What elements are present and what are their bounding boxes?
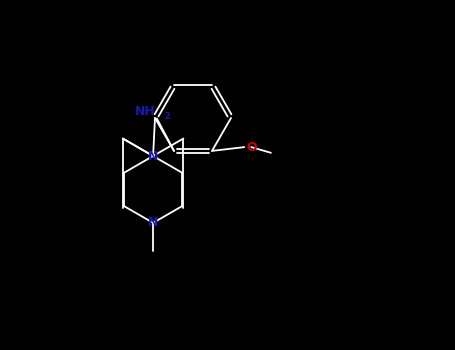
Text: NH: NH — [135, 105, 156, 118]
Text: N: N — [148, 216, 158, 229]
Text: 2: 2 — [164, 112, 170, 121]
Text: N: N — [148, 149, 158, 162]
Text: O: O — [246, 141, 257, 154]
